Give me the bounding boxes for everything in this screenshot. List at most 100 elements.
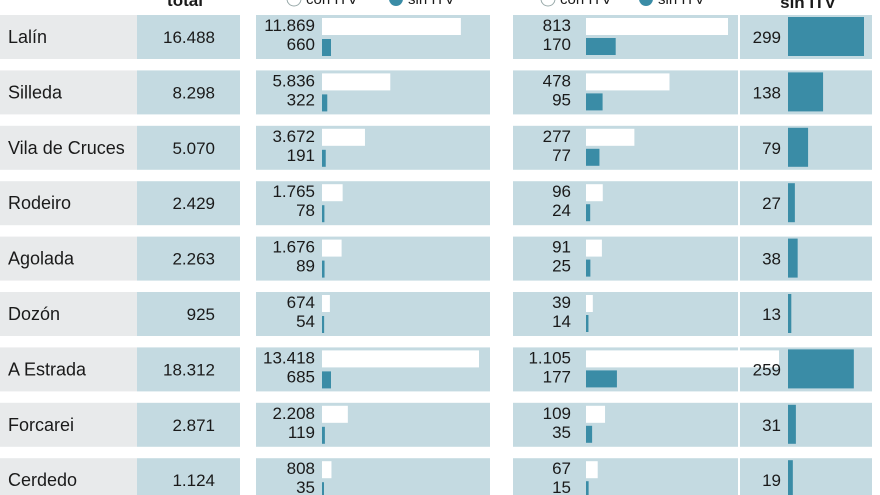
group3-sin-label: 138 [753,83,781,102]
group1-con-label: 1.765 [272,182,315,201]
group1-sin-bar [322,205,325,223]
legend-sin-label-1: sin ITV [408,0,455,8]
group1-sin-label: 685 [287,367,315,386]
group2-sin-bar [586,38,616,55]
row-name-panel [0,70,137,115]
group3-sin-bar [788,294,792,333]
group2-sin-bar [586,148,600,166]
column-header-total: total [167,0,203,10]
legend-con-swatch-1 [286,0,302,7]
row-separator [137,169,880,182]
group2-sin-bar [586,259,591,277]
group1-sin-label: 35 [296,478,315,495]
legend-sin-label-2: sin ITV [658,0,705,8]
group2-sin-label: 177 [543,367,571,386]
group1-sin-bar [322,39,331,56]
municipality-label: Dozón [8,304,60,324]
group1-con-label: 5.836 [272,71,315,90]
group2-sin-label: 25 [552,257,571,276]
group3-sin-bar [788,72,824,112]
group3-sin-label: 259 [753,360,781,379]
group1-sin-label: 191 [287,146,315,165]
group1-con-bar [322,128,365,146]
group1-sin-bar [322,316,325,333]
group2-sin-label: 35 [552,423,571,442]
group1-con-bar [322,350,479,368]
group2-sin-bar [586,204,591,222]
group1-con-label: 1.676 [272,238,315,257]
group1-sin-label: 119 [288,423,315,442]
group2-con-bar [586,73,670,91]
group1-con-label: 13.418 [263,348,315,367]
group3-sin-bar [788,349,854,389]
group2-sin-bar [586,315,589,332]
group1-sin-label: 660 [287,35,315,54]
municipality-label: A Estrada [8,359,87,379]
municipality-label: Lalín [8,27,47,47]
total-value-label: 925 [187,305,215,324]
total-value-label: 2.263 [172,250,215,269]
group2-con-label: 67 [552,459,571,478]
municipality-label: Silleda [8,82,63,102]
group3-sin-bar [788,183,795,223]
group1-con-bar [322,239,342,257]
group1-sin-label: 322 [287,90,315,109]
group1-con-label: 2.208 [272,404,315,423]
municipality-label: Forcarei [8,415,74,435]
total-value-label: 2.871 [172,416,215,435]
legend-sin-swatch-1 [389,0,403,6]
total-value-label: 1.124 [172,471,215,490]
row-name-panel [0,458,137,495]
group2-con-label: 109 [543,404,571,423]
group3-sin-label: 13 [762,305,781,324]
group1-con-bar [322,18,461,35]
header: total con ITV sin ITV con ITV sin ITV si… [0,0,880,15]
group3-sin-label: 19 [762,471,781,490]
group3-sin-bar [788,17,864,56]
group2-sin-label: 170 [543,35,571,54]
municipality-label: Rodeiro [8,193,71,213]
group2-sin-bar [586,93,603,111]
total-value-label: 18.312 [163,360,215,379]
row-name-panel [0,236,137,281]
group1-sin-bar [322,94,328,112]
group1-sin-bar [322,426,325,444]
row-separator [137,446,880,459]
group3-sin-label: 79 [762,139,781,158]
row-name-panel [0,402,137,447]
group2-con-label: 1.105 [528,348,571,367]
legend-sin-swatch-2 [639,0,653,6]
group2-con-label: 478 [543,71,571,90]
group1-sin-label: 54 [296,312,315,331]
header-background [0,0,880,15]
group3-sin-label: 38 [762,250,781,269]
group2-con-label: 39 [552,293,571,312]
total-value-label: 16.488 [163,28,215,47]
group2-sin-label: 15 [552,478,571,495]
group2-con-label: 813 [543,16,571,35]
group2-con-label: 91 [552,238,571,257]
row-separator [137,59,880,71]
group2-con-bar [586,295,593,312]
group1-sin-bar [322,482,324,495]
row-separator [137,114,880,126]
group1-sin-bar [322,149,326,167]
group2-sin-label: 77 [552,146,571,165]
group2-con-bar [586,350,780,368]
group2-con-bar [586,405,606,423]
column-header-sin: sin ITV [780,0,836,12]
group3-sin-label: 299 [753,28,781,47]
row-name-panel [0,15,137,59]
group1-con-label: 674 [287,293,315,312]
group2-con-bar [586,184,603,202]
group1-con-bar [322,184,343,202]
group1-sin-bar [322,371,331,389]
